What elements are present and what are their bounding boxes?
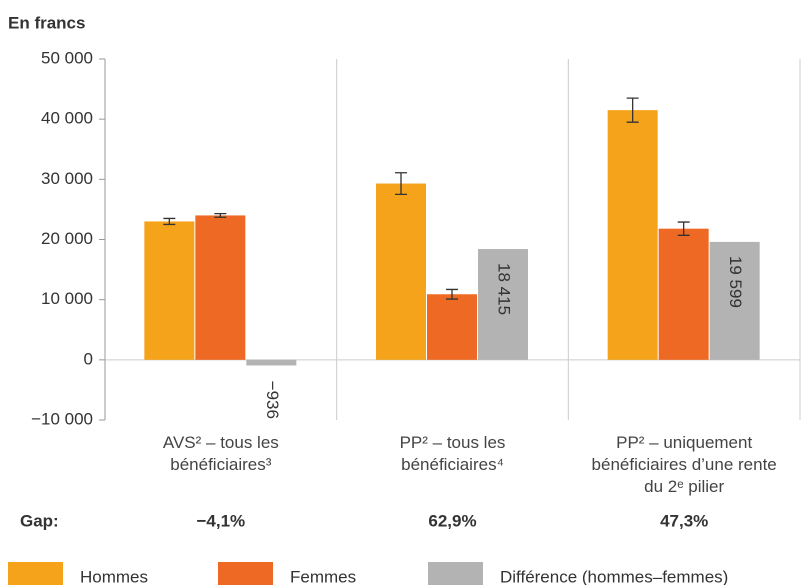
y-tick-label: 20 000 bbox=[41, 229, 93, 248]
bar bbox=[246, 359, 297, 366]
error-bar bbox=[626, 97, 639, 123]
y-tick-label: 10 000 bbox=[41, 289, 93, 308]
legend-label: Différence (hommes–femmes) bbox=[500, 567, 728, 585]
x-tick-label: PP² – uniquement bénéficiaires d’une ren… bbox=[591, 433, 777, 496]
bar bbox=[376, 183, 426, 360]
legend-swatch bbox=[8, 562, 63, 585]
error-bar bbox=[677, 221, 690, 236]
bar bbox=[195, 215, 246, 360]
gap-value: 62,9% bbox=[428, 511, 476, 530]
y-tick-label: 0 bbox=[84, 349, 93, 368]
gap-label: Gap: bbox=[20, 511, 59, 530]
y-tick-label: −10 000 bbox=[31, 409, 93, 428]
bar bbox=[709, 241, 760, 360]
bar bbox=[427, 294, 477, 360]
value-label: 19 599 bbox=[726, 256, 745, 308]
y-tick-label: 30 000 bbox=[41, 169, 93, 188]
error-bar bbox=[163, 217, 176, 226]
error-bar bbox=[395, 172, 407, 196]
error-bar bbox=[214, 212, 227, 218]
value-label: −936 bbox=[263, 381, 282, 419]
x-tick-label: PP² – tous les bénéficiaires⁴ bbox=[399, 433, 506, 474]
y-tick-label: 40 000 bbox=[41, 109, 93, 128]
y-axis-label: En francs bbox=[8, 13, 85, 32]
gap-value: −4,1% bbox=[196, 511, 245, 530]
bar bbox=[478, 249, 528, 360]
x-tick-label: AVS² – tous les bénéficiaires³ bbox=[162, 433, 279, 474]
error-bar bbox=[446, 288, 458, 300]
bar bbox=[144, 221, 195, 360]
legend-swatch bbox=[218, 562, 273, 585]
y-tick-label: 50 000 bbox=[41, 48, 93, 67]
bar bbox=[607, 110, 658, 360]
value-label: 18 415 bbox=[495, 263, 514, 315]
bar bbox=[658, 228, 709, 360]
legend-label: Hommes bbox=[80, 567, 148, 585]
gap-value: 47,3% bbox=[660, 511, 708, 530]
legend-swatch bbox=[428, 562, 483, 585]
legend-label: Femmes bbox=[290, 567, 356, 585]
